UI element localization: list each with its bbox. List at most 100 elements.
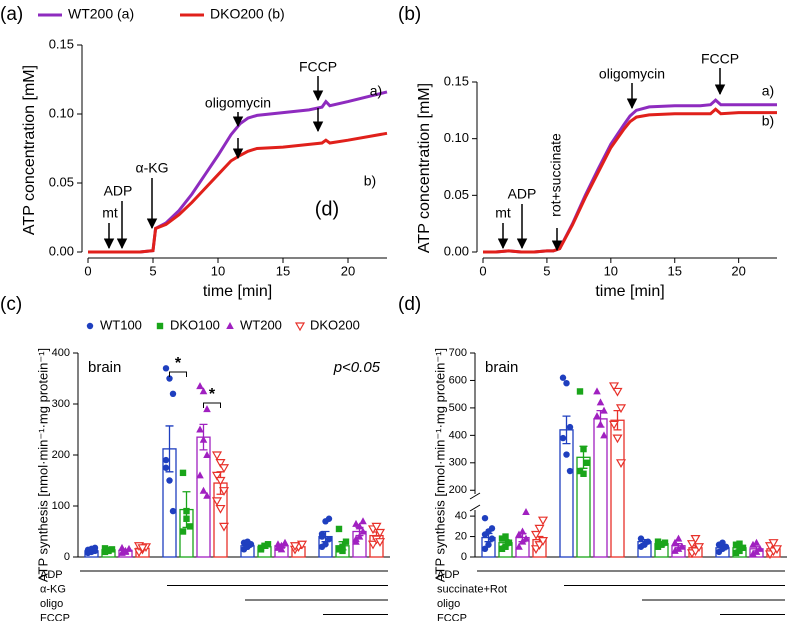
data-point [498, 535, 506, 542]
data-point [563, 451, 570, 458]
data-point [559, 374, 567, 381]
y-axis-title: ATP synthesis [nmol·min⁻¹·mg protein⁻¹] [432, 348, 447, 582]
data-point [199, 387, 208, 395]
data-point [215, 476, 226, 486]
x-tick-label: 0 [84, 263, 91, 278]
condition-label: FCCP [40, 612, 70, 621]
data-point [690, 547, 701, 557]
annotation: oligomycin [599, 66, 665, 82]
data-point [563, 379, 570, 387]
data-point [162, 365, 170, 372]
data-point [277, 545, 286, 553]
y-tick-label: 0.10 [49, 105, 74, 120]
data-point [218, 464, 230, 473]
condition-label: oligo [40, 598, 63, 610]
panel-label: (d) [398, 294, 421, 315]
data-point [342, 538, 350, 545]
data-point [534, 524, 545, 534]
data-point [169, 390, 177, 397]
data-point [612, 387, 623, 397]
y-tick-label: 0 [461, 551, 467, 563]
y-tick-label: 0.05 [49, 174, 74, 189]
data-point [359, 517, 367, 525]
data-point [101, 545, 109, 552]
data-point [101, 548, 109, 556]
data-point [166, 375, 173, 382]
y-tick-label: 400 [52, 347, 70, 359]
data-point [186, 523, 194, 530]
data-point [596, 420, 605, 428]
annotation: (d) [315, 198, 339, 220]
data-point [580, 445, 587, 453]
condition-label: FCCP [437, 612, 467, 621]
data-point [534, 541, 545, 550]
data-point [203, 451, 211, 458]
data-point [179, 469, 187, 477]
data-point [355, 532, 364, 540]
data-point [498, 545, 506, 553]
data-point [576, 467, 584, 475]
annotation: mt [102, 205, 118, 221]
data-point [505, 539, 513, 546]
data-point [518, 527, 527, 535]
data-point [355, 522, 364, 530]
x-tick-label: 15 [668, 263, 682, 278]
data-point [593, 387, 601, 395]
data-point [183, 515, 190, 522]
annotation: rot+succinate [548, 133, 564, 217]
data-point [294, 322, 306, 332]
y-tick-label: 300 [52, 398, 70, 410]
data-point [352, 519, 360, 527]
y-tick-label: 0.10 [444, 130, 469, 145]
annotation: ADP [508, 186, 537, 202]
data-point [749, 540, 757, 548]
data-point [530, 530, 542, 540]
legend-label: DKO200 (b) [210, 6, 285, 22]
data-point [559, 434, 567, 442]
data-point [481, 514, 489, 522]
panel-label: (a) [0, 4, 23, 25]
condition-label: α-KG [40, 583, 66, 595]
data-point [674, 544, 683, 552]
data-point [196, 425, 204, 433]
data-point [367, 540, 379, 550]
data-point [203, 491, 211, 499]
x-tick-label: 20 [341, 263, 355, 278]
data-point [502, 533, 509, 540]
data-point [211, 451, 223, 461]
y-tick-label: 400 [449, 429, 467, 441]
data-point [752, 538, 761, 546]
x-tick-label: 15 [276, 263, 290, 278]
data-point [296, 540, 308, 550]
data-point [264, 541, 272, 548]
data-point [196, 471, 204, 479]
x-tick-label: 20 [731, 263, 745, 278]
data-point [199, 486, 208, 494]
data-point [658, 541, 665, 548]
data-point [108, 546, 116, 553]
data-point [325, 515, 333, 522]
y-tick-label: 100 [52, 500, 70, 512]
y-axis-title: ATP synthesis [nmol·min⁻¹·mg protein⁻¹] [35, 348, 50, 582]
data-point [257, 546, 265, 553]
annotation: α-KG [136, 160, 169, 176]
annotation: b) [364, 173, 376, 189]
data-point [576, 388, 584, 395]
data-point [583, 459, 591, 467]
data-point [612, 434, 623, 444]
data-point [335, 525, 343, 533]
data-point [156, 322, 164, 330]
condition-label: oligo [437, 598, 460, 610]
x-axis-title: time [min] [203, 283, 272, 300]
annotation: a) [370, 83, 382, 99]
data-point [690, 534, 701, 544]
data-point [339, 547, 346, 555]
data-point [615, 459, 627, 469]
data-point [719, 539, 726, 546]
data-point [749, 549, 757, 557]
y-tick-label: 300 [449, 457, 467, 469]
data-point [654, 543, 662, 550]
bar [593, 418, 608, 558]
